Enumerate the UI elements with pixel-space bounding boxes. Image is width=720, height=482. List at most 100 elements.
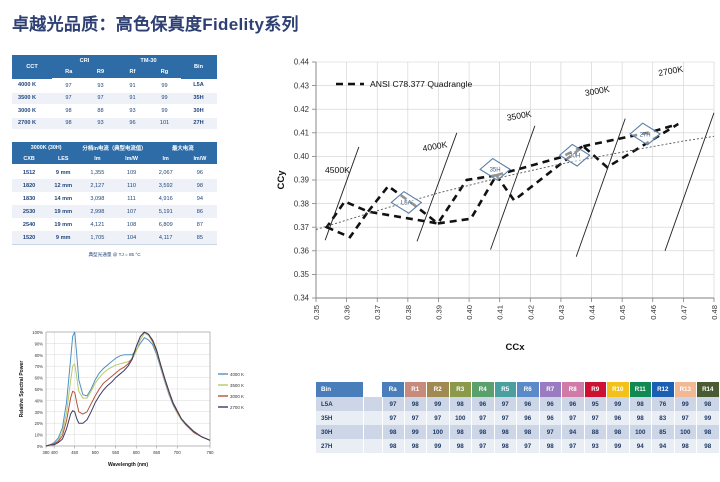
bin-box-label: L5A xyxy=(401,201,412,207)
col-ra: Ra xyxy=(52,66,85,80)
cell-r3: 98 xyxy=(449,439,472,453)
x-tick-label: 0.47 xyxy=(679,305,688,320)
x-tick-label: 0.41 xyxy=(496,305,505,320)
spd-y-tick: 20% xyxy=(35,421,44,426)
cell-bin: 30H xyxy=(316,425,364,439)
iso-cct-line xyxy=(416,132,458,242)
col-cct: CCT xyxy=(12,55,53,79)
spd-y-tick: 60% xyxy=(35,376,44,381)
cell-les: 14 mm xyxy=(46,192,81,205)
bin-box-label: 30H xyxy=(569,154,580,160)
cell-r2: 97 xyxy=(426,411,450,425)
cct-annotation: 4000K xyxy=(422,139,448,153)
quadrangle-3500K xyxy=(435,173,499,226)
spd-y-tick: 10% xyxy=(35,433,44,438)
cell-lmw-max: 98 xyxy=(182,179,217,192)
cell-cct: 3000 K xyxy=(12,104,53,118)
cell-r13: 100 xyxy=(674,425,697,439)
cell-r7: 98 xyxy=(539,439,562,453)
cell-ra: 97 xyxy=(382,397,405,411)
col-rg: Rg xyxy=(148,66,181,80)
cell-lm-max: 4,117 xyxy=(148,231,183,245)
spd-x-tick: 780 xyxy=(207,450,215,455)
cell-lmw-typ: 108 xyxy=(114,218,149,231)
spd-x-tick: 700 xyxy=(174,450,182,455)
cell-lmw-max: 87 xyxy=(182,218,217,231)
quadrangle-2700K xyxy=(580,122,679,169)
cell-cxb: 1830 xyxy=(12,192,47,205)
cell-rg: 99 xyxy=(148,104,181,118)
cell-lm-typ: 1,705 xyxy=(80,231,115,245)
spd-y-tick: 50% xyxy=(35,387,44,392)
cell-bin: L5A xyxy=(316,397,364,411)
table-row: 35H979797100979796969797969883979996 xyxy=(316,411,720,425)
cell-r10: 96 xyxy=(606,411,630,425)
header-spacer xyxy=(363,382,382,397)
cell-r9: 97 xyxy=(84,92,117,105)
cell-r14: 98 xyxy=(696,425,720,439)
cell-r8: 97 xyxy=(561,411,585,425)
spd-legend-label: 2700 K xyxy=(230,405,244,410)
group-max-current: 最大电流 xyxy=(148,142,217,153)
cell-lm-max: 4,916 xyxy=(148,192,183,205)
chart-tick-labels: 0.35 0.36 0.37 0.38 0.39 0.40 0.41 0.42 0.43 0.44… xyxy=(276,58,719,353)
bin-box-35H xyxy=(479,157,512,181)
cell-r5: 98 xyxy=(494,439,517,453)
cell-r11: 98 xyxy=(629,397,652,411)
cell-r9: 93 xyxy=(84,117,117,130)
bin-box-label: 27H xyxy=(640,132,651,138)
x-tick-label: 0.45 xyxy=(618,305,627,320)
spectral-power-chart: 0% 10% 20% 30% 40% 50% 60% 70% 80% 90% 100% 380 400 4… xyxy=(14,322,252,480)
cell-ra: 97 xyxy=(52,92,85,105)
cell-r9: 88 xyxy=(84,104,117,118)
cell-r6: 97 xyxy=(516,439,540,453)
x-tick-label: 0.36 xyxy=(343,305,352,320)
spd-tick-labels: 0% 10% 20% 30% 40% 50% 60% 70% 80% 90% 100% 380 400 4… xyxy=(32,330,214,455)
cell-bin: 27H xyxy=(180,117,217,130)
cell-r13: 97 xyxy=(674,411,697,425)
spd-y-tick: 40% xyxy=(35,398,44,403)
y-tick-label: 0.40 xyxy=(294,152,310,161)
cell-cxb: 1820 xyxy=(12,179,47,192)
table-row: 2540 19 mm 4,121 108 6,809 87 xyxy=(12,218,217,231)
table-row: 1520 9 mm 1,705 104 4,117 85 xyxy=(12,231,217,245)
cell-les: 9 mm xyxy=(46,231,81,245)
cell-r12: 85 xyxy=(651,425,675,439)
cct-annotation: 3500K xyxy=(506,109,532,123)
cell-lmw-typ: 111 xyxy=(114,192,149,205)
cell-bin: 35H xyxy=(316,411,364,425)
col-header-r9: R9 xyxy=(584,382,607,397)
y-tick-label: 0.41 xyxy=(294,129,309,138)
cell-r1: 98 xyxy=(404,439,427,453)
chart-axes xyxy=(312,61,715,302)
spd-x-tick: 500 xyxy=(92,450,100,455)
spd-x-tick: 550 xyxy=(112,450,120,455)
cell-ra: 98 xyxy=(382,425,405,439)
cell-ra: 97 xyxy=(382,411,405,425)
cell-r6: 96 xyxy=(516,397,540,411)
spd-y-tick: 30% xyxy=(35,410,44,415)
cell-r11: 98 xyxy=(629,411,652,425)
spd-x-tick: 600 xyxy=(133,450,141,455)
cell-r4: 97 xyxy=(471,411,495,425)
cell-r7: 96 xyxy=(539,411,562,425)
col-les: LES xyxy=(46,153,81,166)
planckian-locus xyxy=(315,135,715,230)
cell-r9: 93 xyxy=(84,79,117,93)
quadrangle-4500K xyxy=(324,199,371,239)
cell-lmw-typ: 110 xyxy=(114,179,149,192)
x-tick-label: 0.42 xyxy=(526,305,535,320)
chart-legend: ANSI C78.377 Quadrangle xyxy=(336,79,472,89)
table-row: 1512 9 mm 1,355 109 2,067 96 xyxy=(12,165,217,179)
cell-r5: 97 xyxy=(494,411,517,425)
col-header-r2: R2 xyxy=(426,382,450,397)
cell-r14: 99 xyxy=(696,411,720,425)
cell-lmw-typ: 109 xyxy=(114,165,149,179)
cell-r13: 98 xyxy=(674,439,697,453)
cie-chromaticity-chart: L5A 35H 30H 27H 0.35 0.36 0.37 0.38 0.39 0.40 0.4… xyxy=(270,48,720,368)
cell-ra: 98 xyxy=(52,104,85,118)
cell-lmw-max: 86 xyxy=(182,205,217,218)
cell-lmw-typ: 104 xyxy=(114,231,149,245)
cell-r5: 97 xyxy=(494,397,517,411)
x-axis-title: CCx xyxy=(505,342,525,353)
